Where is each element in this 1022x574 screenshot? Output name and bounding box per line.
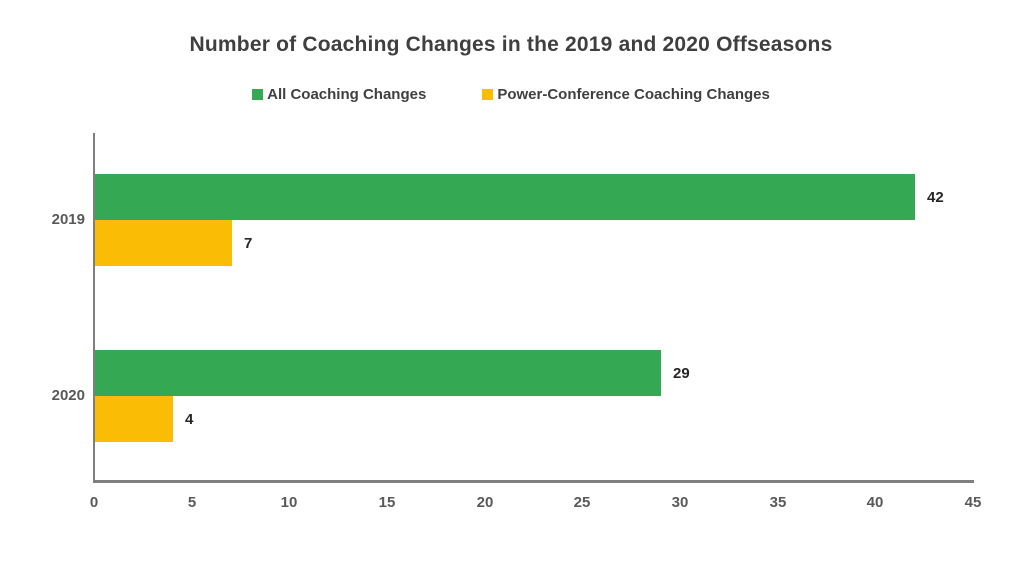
x-tick-label: 40 (866, 494, 884, 511)
x-tick-label: 45 (964, 494, 982, 511)
x-tick-label: 5 (187, 494, 197, 511)
legend-label: All Coaching Changes (267, 86, 427, 103)
legend-swatch-icon (482, 89, 494, 100)
legend-item: All Coaching Changes (252, 86, 426, 103)
bar-2019-power-conference (95, 220, 232, 266)
category-label: 2019 (51, 211, 85, 228)
value-label: 7 (244, 234, 253, 252)
bar-2020-all (95, 350, 661, 396)
legend-swatch-icon (252, 89, 264, 100)
chart-legend: All Coaching Changes Power-Conference Coa… (0, 86, 1022, 103)
bar-2019-all (95, 174, 915, 220)
chart-title: Number of Coaching Changes in the 2019 a… (189, 33, 833, 56)
x-tick-label: 25 (573, 494, 591, 511)
legend-label: Power-Conference Coaching Changes (497, 86, 770, 103)
x-tick-label: 35 (769, 494, 787, 511)
value-label: 42 (927, 188, 944, 206)
legend-item: Power-Conference Coaching Changes (482, 86, 770, 103)
x-tick-label: 20 (476, 494, 494, 511)
x-tick-label: 10 (280, 494, 298, 511)
bar-2020-power-conference (95, 396, 173, 442)
category-label: 2020 (51, 387, 85, 404)
y-axis-line (93, 133, 95, 481)
x-tick-label: 15 (378, 494, 396, 511)
x-tick-label: 30 (671, 494, 689, 511)
x-axis-line (93, 480, 974, 483)
value-label: 29 (673, 364, 690, 382)
x-tick-label: 0 (89, 494, 99, 511)
value-label: 4 (185, 410, 194, 428)
